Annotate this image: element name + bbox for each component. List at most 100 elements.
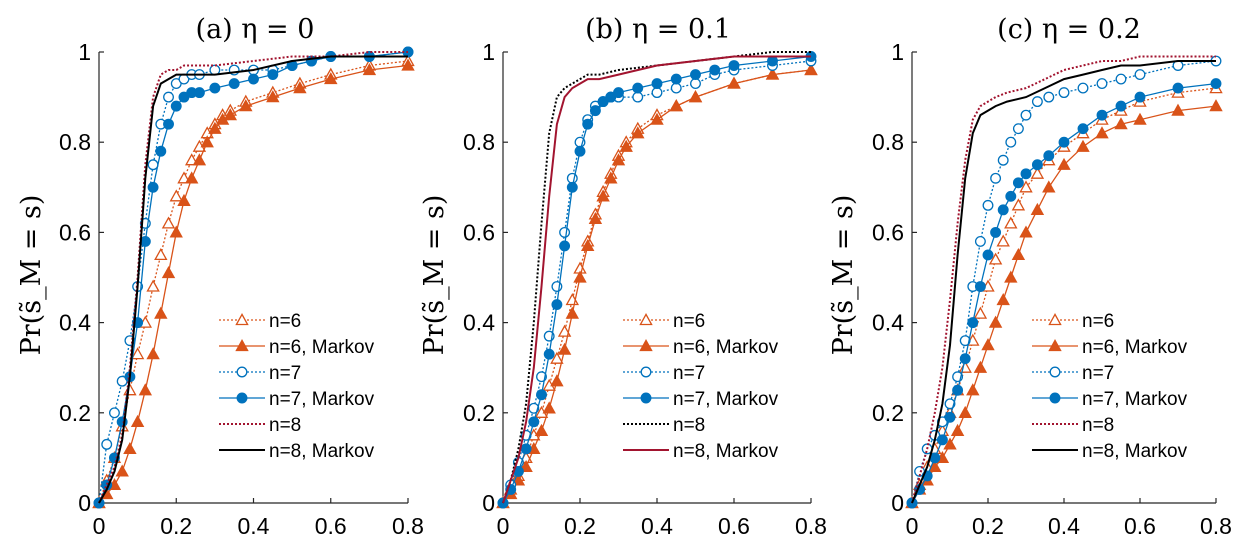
panel-a-legend-entry: n=7 [219,363,301,384]
panel-c-y-tick-label: 0.4 [872,310,904,336]
panel-b-legend-marker [640,366,652,378]
panel-a-series-2-point [323,72,338,85]
panel-a-legend-label: n=8, Markov [269,441,375,462]
panel-a-series-4-point [193,87,205,99]
panel-a-series-1-point [169,189,183,202]
panel-c-series-4-point [1115,100,1127,112]
panel-c-series-3-point [974,235,986,247]
panel-a-series-2-point [401,58,415,71]
panel-c-series-2-point [966,383,980,396]
panel-a-series-2-point [130,414,145,427]
panel-c-series-2-point [928,459,942,473]
panel-a-x-tick-label: 0.2 [160,513,192,539]
panel-a-legend-marker [235,339,249,352]
panel-c-legend-label: n=7 [1082,363,1114,384]
panel-c-series-4-point [1020,168,1032,180]
panel-b: (b) η = 0.1 Pr(s̃_M = s) 0 0.2 0.4 0.6 0.800… [419,14,827,539]
panel-b-y-tick-label: 0.6 [463,219,495,245]
panel-b-series-4-point [551,299,563,311]
panel-c-series-4-point [990,226,1002,238]
panel-a-legend-entry: n=8, Markov [219,441,375,462]
panel-b-series-3-point [559,226,571,238]
panel-b-series-2-point [596,189,610,202]
panel-b-series-4-point [709,64,721,76]
panel-a-series-1-line [98,60,409,504]
panel-a-series-4 [93,46,414,509]
panel-a-series-5-line [98,51,408,504]
panel-c-series-2-point [1133,112,1147,125]
panel-c-series-5 [911,55,1216,504]
panel-c-series-4-point [944,411,956,423]
panel-b-series-2-line [502,69,812,504]
panel-a-legend-label: n=6, Markov [269,337,375,358]
panel-a-series-4-point [248,73,259,85]
panel-a-series-3-point [147,159,159,171]
panel-c-series-3-point [1077,82,1089,94]
panel-c-legend-entry: n=6 [1032,311,1114,332]
panel-c-series-2-point [950,423,965,436]
panel-c-series-4-point [974,281,986,292]
panel-b-series-2-point [611,153,626,166]
panel-c-series-4-point [1012,177,1024,189]
panel-b-legend-label: n=7 [673,363,705,384]
panel-c-series-1-point [973,306,988,319]
panel-a-legend-label: n=6 [269,311,301,332]
panel-a-series-3-line [98,51,409,504]
panel-a-x-tick-label: 0.6 [315,513,347,539]
panel-c-x-tick-label: 0.4 [1048,513,1080,539]
panel-b-y-tick-label: 0.4 [463,310,495,336]
panel-b-legend-label: n=6, Markov [673,337,779,358]
panel-c-series-2 [905,99,1223,509]
panel-c-series-2-point [1114,117,1128,130]
panel-b-series-4-point [613,87,624,99]
panel-c-x-tick-label: 0.6 [1124,513,1156,539]
panel-c-series-5-line [911,55,1216,504]
panel-c-series-2-point [1011,247,1026,261]
panel-c-series-3-point [1020,109,1032,121]
panel-a-series-3-point [163,91,174,103]
panel-b-legend-entry: n=7 [623,363,705,384]
panel-c-series-4-point [1043,150,1055,162]
panel-b-series-4-point [670,73,682,85]
panel-a-series-2-point [266,90,280,103]
panel-b-series-4-point [536,389,547,401]
panel-a-series-2-point [154,306,168,319]
panel-b-series-4-point [520,443,532,455]
panel-a-legend-marker [235,313,249,326]
panel-b-series-2-point [580,238,595,252]
panel-c-plot-area [905,55,1223,509]
panel-c-series-3-point [982,199,994,211]
panel-a-x-tick-label: 0.8 [392,513,424,539]
panel-c-legend-label: n=7, Markov [1082,389,1188,410]
panel-a-series-2-point [223,108,238,121]
panel-c-series-1-point [988,252,1003,265]
panel-c-series-1-point [996,234,1010,247]
panel-a-series-4-point [163,118,174,130]
panel-b-series-2-point [557,342,572,355]
panel-b-series-4-point [582,118,594,130]
panel-c-series-2-point [973,360,988,373]
panel-b-series-2-point [534,423,549,436]
panel-b-legend-entry: n=7, Markov [623,389,779,410]
panel-a-x-tick-label: 0.4 [238,513,270,539]
panel-a-y-tick-label: 0.8 [59,129,91,155]
panel-b-series-4-point [543,348,555,360]
panel-c-ticks: 0 0.2 0.4 0.6 0.8 0 0.2 0.4 0.6 0.8 1 [872,39,1232,539]
panel-b-ticks: 0 0.2 0.4 0.6 0.8 0 0.2 0.4 0.6 0.8 1 [463,39,827,539]
panel-a-series-4-point [155,145,167,157]
panel-c-legend-entry: n=8, Markov [1032,441,1188,462]
panel-c-series-4-point [1077,123,1089,135]
panel-b-legend-label: n=7, Markov [673,389,779,410]
panel-b-legend-marker [639,313,653,326]
panel-c-series-4 [906,78,1222,509]
panel-c-series-2-point [1042,180,1056,193]
panel-c-series-3-point [959,335,971,347]
panel-b-series-3-point [566,172,578,184]
panel-c-series-4-point [1031,159,1043,171]
panel-b-y-tick-label: 0 [482,490,495,516]
panel-a-series-4-point [209,82,221,94]
panel-c-series-3-point [1005,136,1017,148]
panel-c-series-4-point [997,204,1009,216]
panel-a-series-2-point [177,193,191,206]
